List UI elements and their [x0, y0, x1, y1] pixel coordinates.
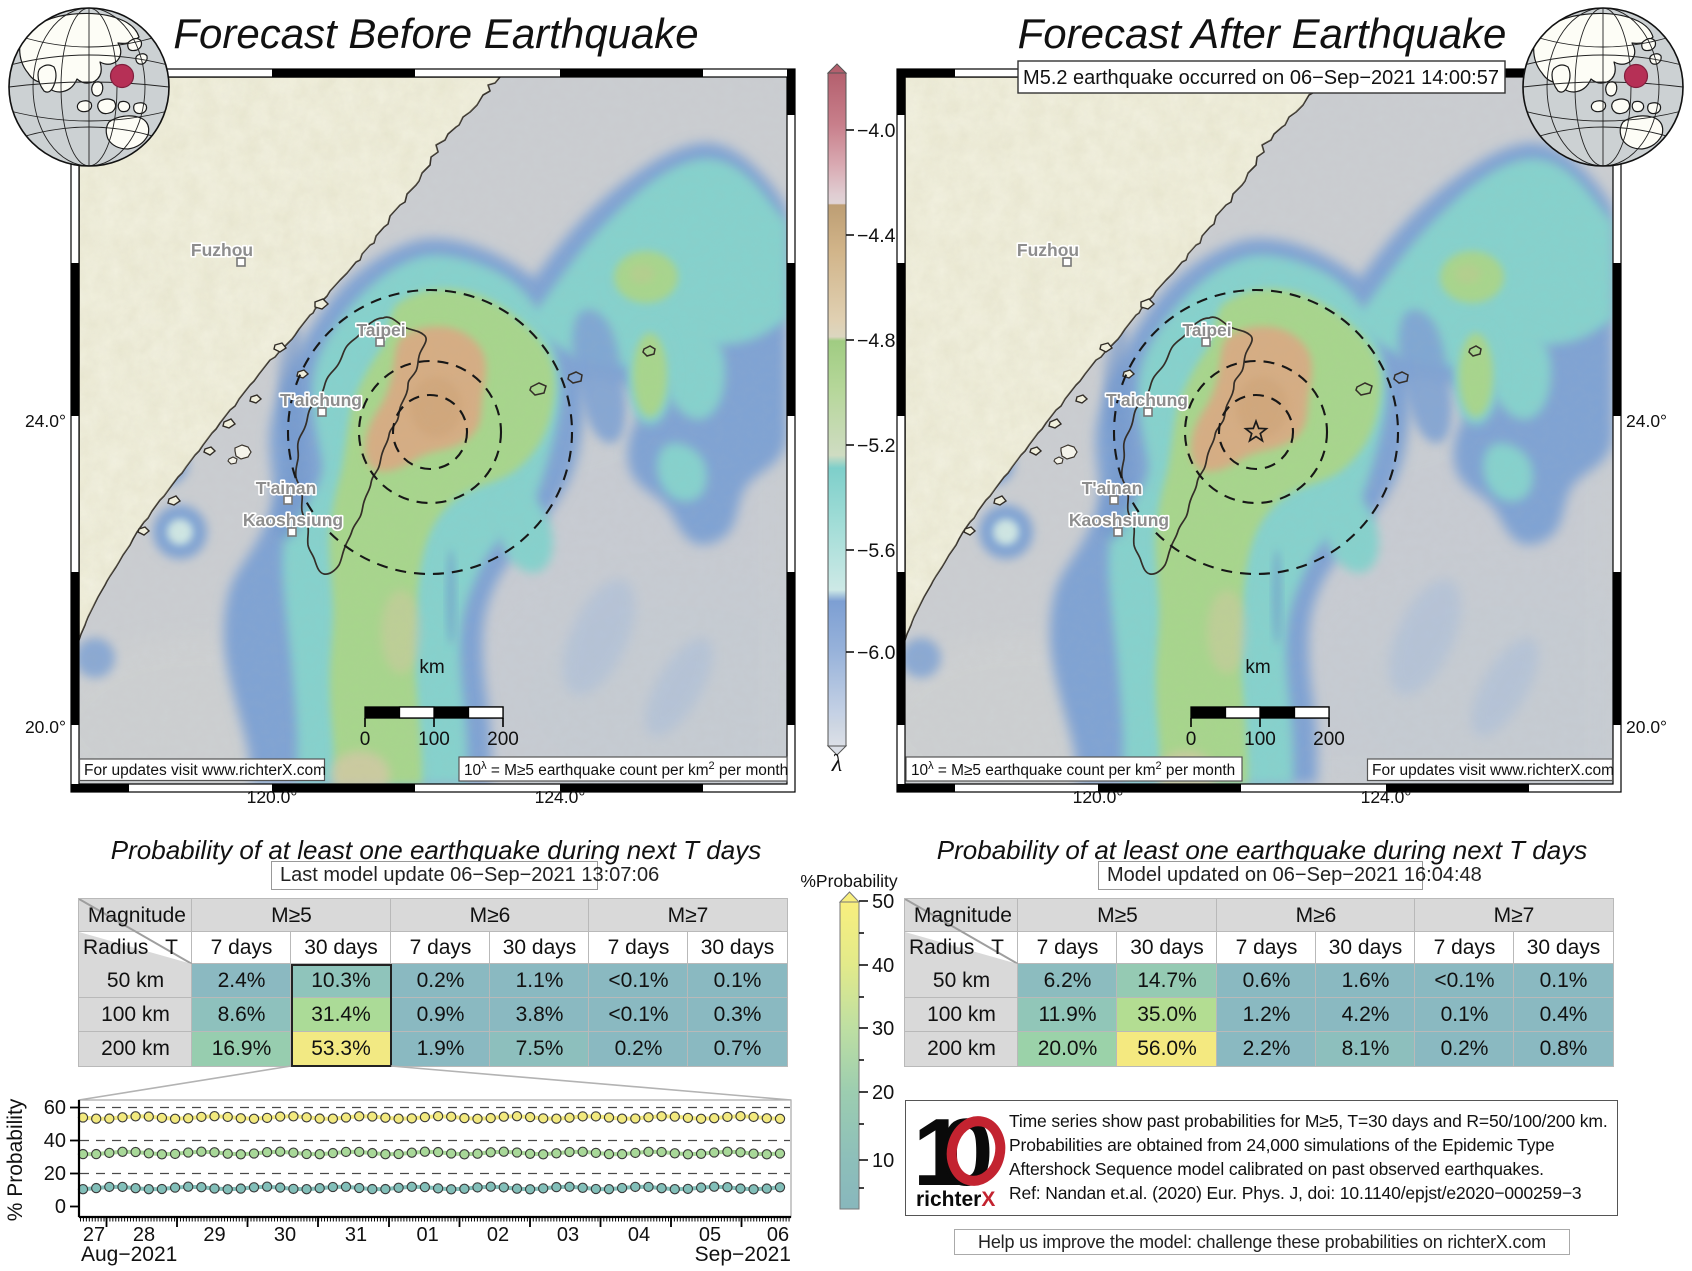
svg-text:10λ = M≥5 earthquake count per: 10λ = M≥5 earthquake count per km2 per m…: [464, 760, 788, 779]
svg-text:03: 03: [557, 1224, 579, 1246]
svg-text:30: 30: [872, 1018, 894, 1040]
svg-text:1: 1: [916, 1109, 966, 1206]
svg-text:20.0°: 20.0°: [25, 717, 66, 737]
svg-text:M5.2 earthquake occurred on 06: M5.2 earthquake occurred on 06−Sep−2021 …: [1023, 67, 1499, 89]
svg-text:24.0°: 24.0°: [1626, 411, 1667, 431]
svg-text:02: 02: [487, 1224, 509, 1246]
svg-text:−5.2: −5.2: [857, 435, 896, 457]
svg-text:%Probability: %Probability: [800, 871, 898, 891]
svg-text:40: 40: [44, 1130, 66, 1152]
svg-text:40: 40: [872, 955, 894, 977]
svg-text:−6.0: −6.0: [857, 642, 896, 664]
svg-text:60: 60: [44, 1097, 66, 1119]
svg-text:Aug−2021: Aug−2021: [81, 1243, 177, 1266]
svg-text:30: 30: [274, 1224, 296, 1246]
svg-text:124.0°: 124.0°: [1361, 787, 1412, 807]
svg-text:20: 20: [872, 1082, 894, 1104]
svg-text:0: 0: [55, 1196, 66, 1218]
svg-text:−4.0: −4.0: [857, 120, 896, 142]
svg-text:10λ = M≥5 earthquake count per: 10λ = M≥5 earthquake count per km2 per m…: [911, 760, 1235, 779]
svg-text:−5.6: −5.6: [857, 540, 896, 562]
svg-text:λ: λ: [831, 751, 842, 777]
svg-text:20.0°: 20.0°: [1626, 717, 1667, 737]
svg-text:richterX: richterX: [916, 1188, 995, 1209]
svg-text:05: 05: [699, 1224, 721, 1246]
svg-text:120.0°: 120.0°: [247, 787, 298, 807]
svg-text:120.0°: 120.0°: [1073, 787, 1124, 807]
svg-text:20: 20: [44, 1163, 66, 1185]
svg-text:% Probability: % Probability: [4, 1098, 27, 1221]
svg-text:For updates visit www.richterX: For updates visit www.richterX.com: [1372, 762, 1614, 779]
svg-text:31: 31: [345, 1224, 367, 1246]
svg-text:28: 28: [133, 1224, 155, 1246]
svg-text:For updates visit www.richterX: For updates visit www.richterX.com: [84, 762, 326, 779]
svg-text:−4.8: −4.8: [857, 330, 896, 352]
svg-text:50: 50: [872, 891, 894, 913]
svg-text:01: 01: [416, 1224, 438, 1246]
svg-text:−4.4: −4.4: [857, 225, 896, 247]
svg-text:29: 29: [203, 1224, 225, 1246]
svg-text:06: 06: [767, 1224, 789, 1246]
svg-text:27: 27: [83, 1224, 105, 1246]
svg-text:124.0°: 124.0°: [535, 787, 586, 807]
svg-text:24.0°: 24.0°: [25, 411, 66, 431]
svg-text:Sep−2021: Sep−2021: [695, 1243, 791, 1266]
svg-text:10: 10: [872, 1150, 894, 1172]
svg-text:04: 04: [628, 1224, 650, 1246]
